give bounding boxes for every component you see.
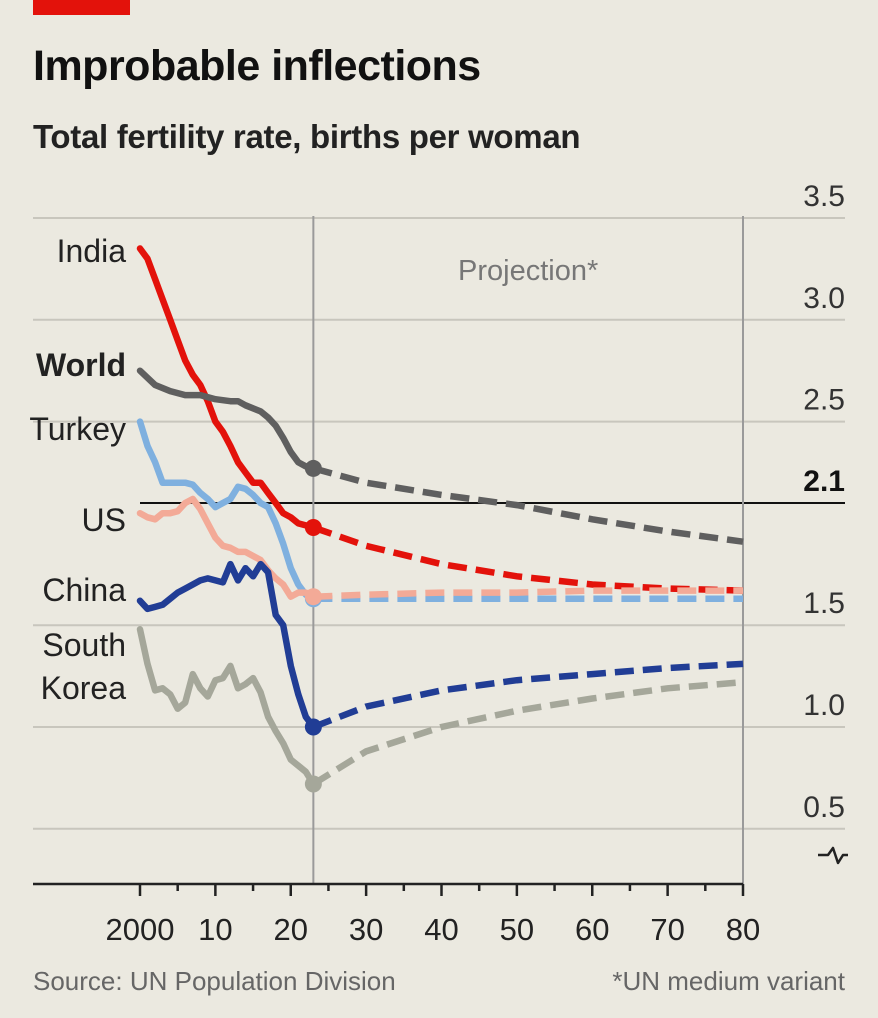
series-label-us: US — [82, 502, 126, 538]
y-tick-label-1-5: 1.5 — [803, 587, 845, 620]
series-label-turkey: Turkey — [29, 411, 126, 447]
x-tick-label-2060: 60 — [575, 912, 609, 947]
series-endpoint-india — [304, 518, 322, 536]
x-tick-label-2040: 40 — [424, 912, 458, 947]
axis-break-icon — [818, 846, 848, 865]
vertical-markers — [312, 216, 744, 884]
x-axis: 2000 10 20 30 40 50 60 70 80 — [33, 882, 760, 947]
series-line-turkey — [136, 418, 317, 602]
x-tick-label-2070: 70 — [650, 912, 684, 947]
x-tick-label-2020: 20 — [274, 912, 308, 947]
footnote: *UN medium variant — [612, 966, 845, 996]
reference-line-label: 2.1 — [803, 465, 845, 498]
series-labels: India World Turkey US China South Korea — [29, 233, 126, 706]
series-label-world: World — [36, 347, 126, 383]
series-label-south-korea-1: South — [42, 627, 126, 663]
accent-bar — [33, 0, 130, 15]
x-tick-label-2050: 50 — [500, 912, 534, 947]
series-line-india — [136, 245, 317, 531]
series-endpoint-south-korea — [304, 775, 322, 793]
series-label-south-korea-2: Korea — [41, 670, 127, 706]
series-lines — [136, 245, 744, 793]
series-line-china — [136, 560, 317, 731]
series-endpoint-us — [304, 588, 322, 606]
series-projection-india — [312, 524, 744, 594]
chart-subtitle: Total fertility rate, births per woman — [33, 118, 581, 155]
y-tick-label-0-5: 0.5 — [803, 791, 845, 824]
series-endpoint-china — [304, 718, 322, 736]
series-line-us — [136, 495, 317, 600]
series-projection-south-korea — [311, 678, 744, 787]
x-tick-label-2000: 2000 — [106, 912, 175, 947]
y-tick-label-3-0: 3.0 — [803, 282, 845, 315]
chart-title: Improbable inflections — [33, 42, 481, 90]
y-axis-labels: 0.5 1.0 1.5 2.5 3.0 3.5 — [803, 180, 845, 824]
y-tick-label-3-5: 3.5 — [803, 180, 845, 213]
x-tick-label-2080: 80 — [726, 912, 760, 947]
series-label-india: India — [57, 233, 127, 269]
gridlines — [33, 217, 845, 830]
series-endpoint-world — [304, 459, 322, 477]
series-projection-world — [312, 465, 744, 545]
projection-label: Projection* — [458, 255, 598, 287]
series-projection-china — [312, 660, 744, 731]
y-tick-label-2-5: 2.5 — [803, 384, 845, 417]
axis-break-zigzag — [818, 846, 848, 865]
x-tick-label-2030: 30 — [349, 912, 383, 947]
series-line-south-korea — [136, 626, 317, 788]
source-note: Source: UN Population Division — [33, 966, 396, 996]
x-tick-label-2010: 10 — [198, 912, 232, 947]
series-label-china: China — [42, 572, 126, 608]
series-line-world — [136, 367, 317, 472]
series-projection-us — [313, 587, 743, 600]
y-tick-label-1-0: 1.0 — [803, 689, 845, 722]
